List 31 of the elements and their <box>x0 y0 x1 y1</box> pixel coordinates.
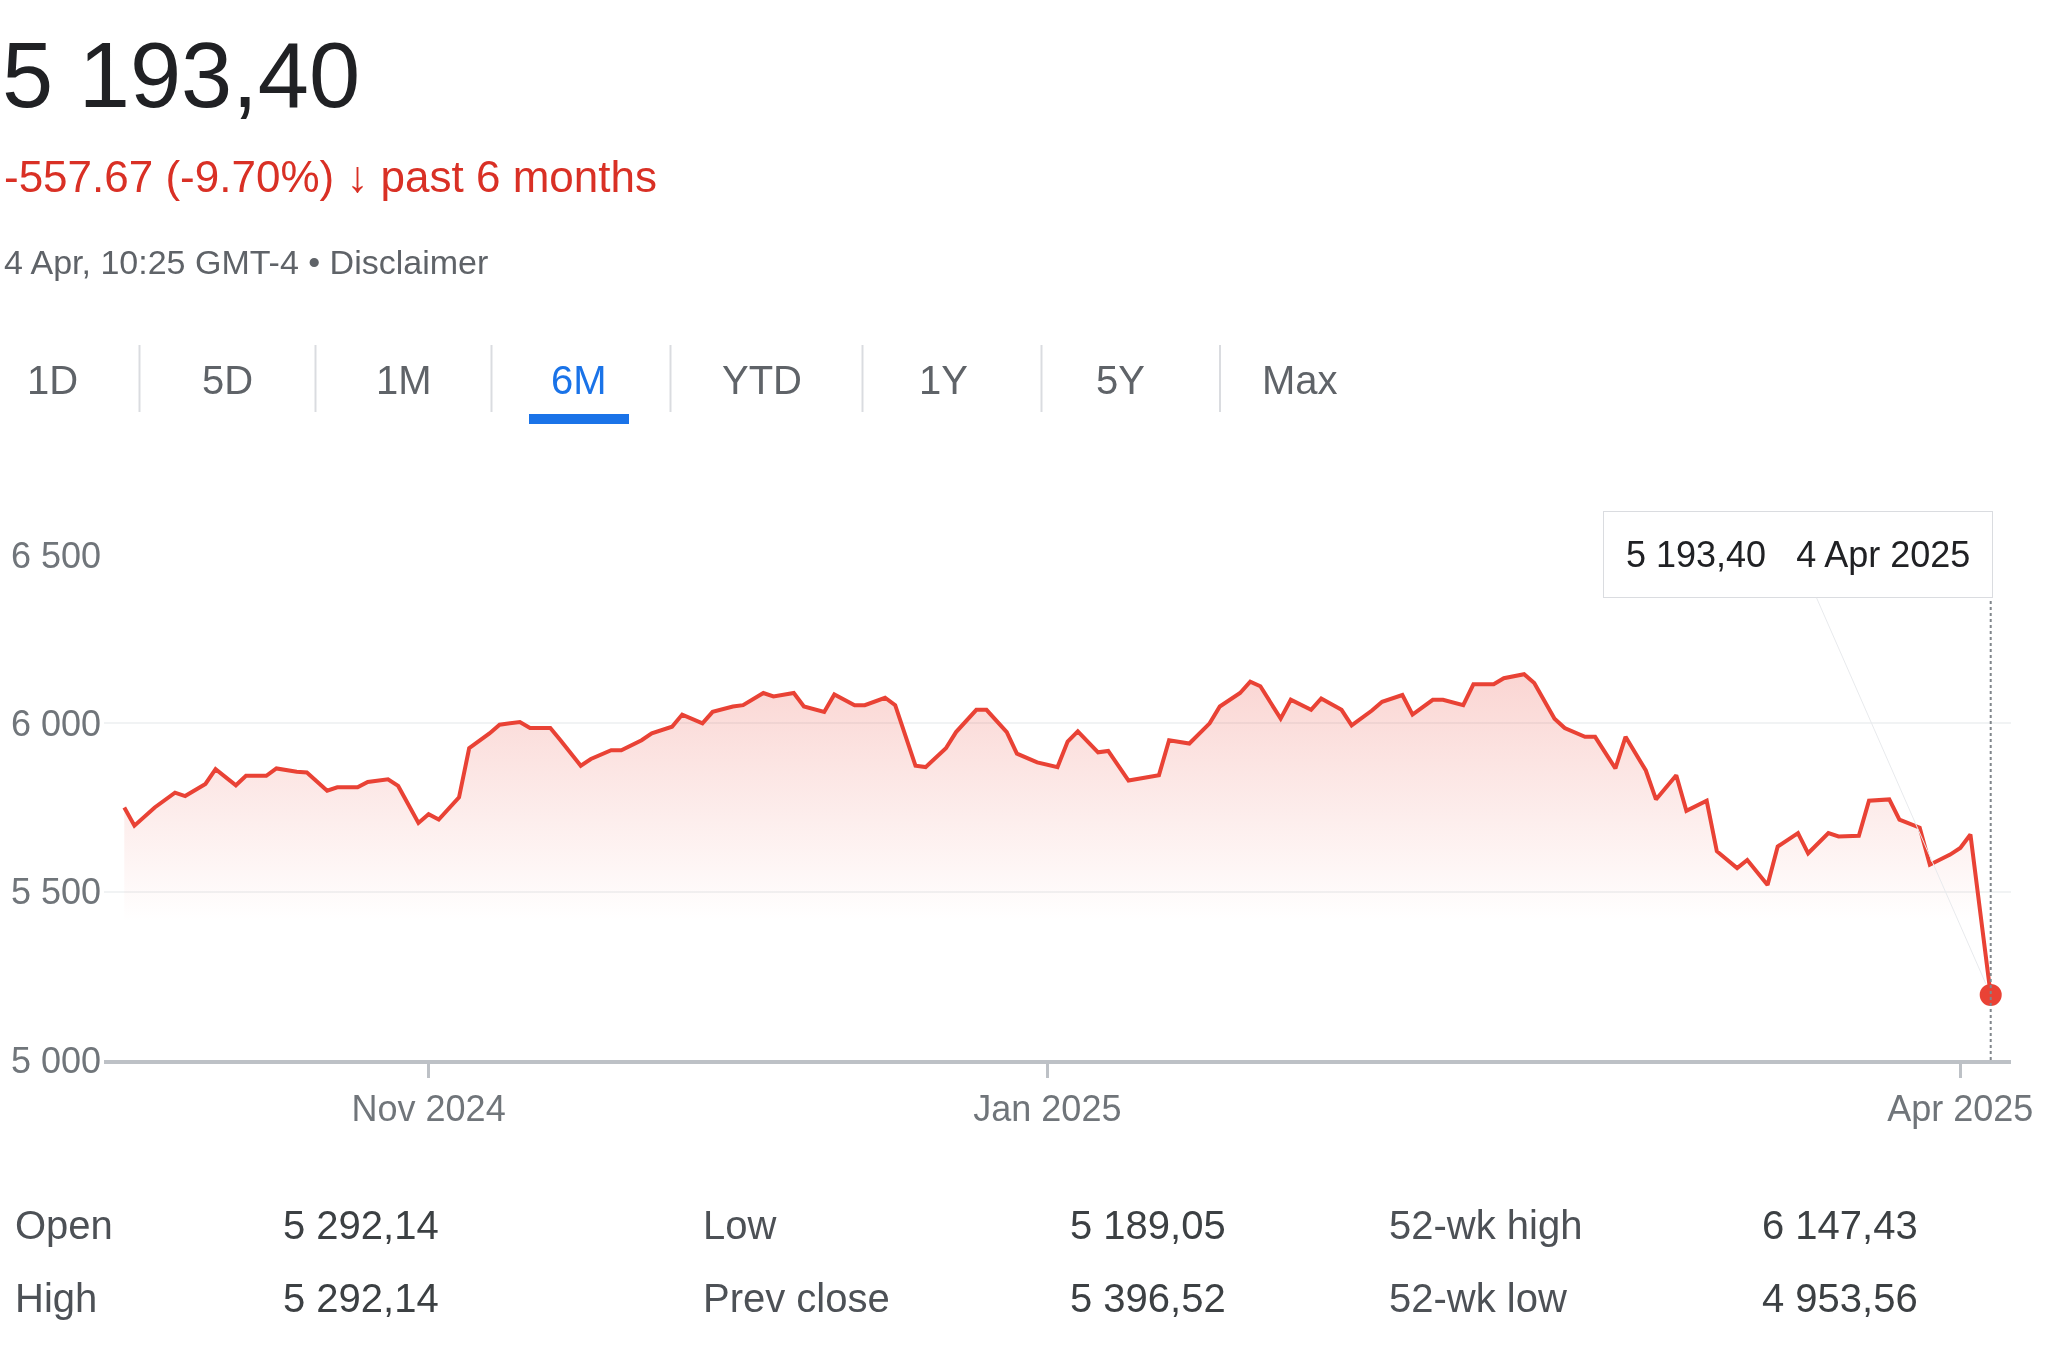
text: High <box>15 1276 98 1320</box>
x-tick-label: Apr 2025 <box>1887 1088 2034 1130</box>
text: 52-wk high <box>1389 1203 1583 1247</box>
y-tick-label: 5 000 <box>10 1039 101 1081</box>
text: 6 147,43 <box>1762 1203 1918 1247</box>
text: 5 292,14 <box>283 1276 439 1320</box>
text: 6M <box>551 358 607 402</box>
text: 4 Apr, 10:25 GMT-4 • Disclaimer <box>4 243 489 281</box>
text: 5 189,05 <box>1070 1203 1226 1247</box>
text: 5 292,14 <box>283 1203 439 1247</box>
annotation: 5 193,40 4 Apr 2025 <box>1626 534 1971 575</box>
chart-title: 5 193,40 <box>2 24 361 126</box>
chart-subtitle: -557.67 (-9.70%) ↓ past 6 months <box>4 152 657 201</box>
x-tick-label: Nov 2024 <box>351 1088 506 1130</box>
text: 4 953,56 <box>1762 1276 1918 1320</box>
text: Open <box>15 1203 113 1247</box>
text: 1D <box>27 358 79 402</box>
y-tick-label: 6 500 <box>10 534 101 576</box>
text: Max <box>1262 358 1338 402</box>
text: 5Y <box>1096 358 1145 402</box>
y-tick-label: 5 500 <box>10 871 101 913</box>
text: 52-wk low <box>1389 1276 1567 1320</box>
y-tick-label: 6 000 <box>10 702 101 744</box>
text: Prev close <box>703 1276 890 1320</box>
text: 5 396,52 <box>1070 1276 1226 1320</box>
text: 1Y <box>919 358 968 402</box>
x-tick-label: Jan 2025 <box>973 1088 1122 1130</box>
text: YTD <box>722 358 802 402</box>
text: Low <box>703 1203 777 1247</box>
text: 1M <box>376 358 432 402</box>
text: 5D <box>202 358 254 402</box>
